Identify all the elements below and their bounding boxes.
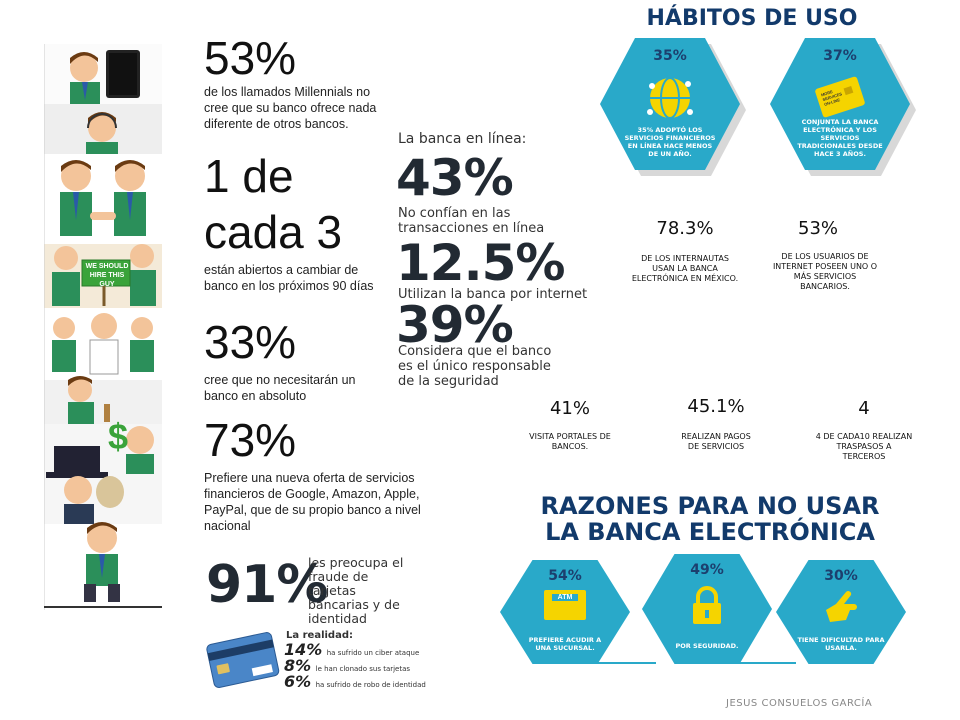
reason-hex-30-text: TIENE DIFICULTAD PARA USARLA. [797, 636, 885, 652]
reason-hex-30-value: 30% [824, 568, 858, 584]
habit-hex-35-text: 35% ADOPTÓ LOS SERVICIOS FINANCIEROS EN … [624, 126, 716, 158]
habit-hex-35-value: 35% [653, 48, 687, 64]
reality-value: 6% [284, 672, 312, 691]
author-footer: JESUS CONSUELOS GARCÍA [726, 698, 873, 709]
stat-33-text: cree que no necesitarán un banco en abso… [204, 373, 356, 403]
stat-33-value: 33% [204, 316, 297, 368]
padlock-icon [690, 586, 724, 631]
habit-41-text: VISITA PORTALES DE BANCOS. [529, 432, 611, 451]
online-banking-heading: La banca en línea: [398, 131, 527, 147]
reality-text: ha sufrido un ciber ataque [326, 649, 420, 657]
businessman-cartoons-illustration [43, 44, 162, 610]
stat-73-value: 73% [204, 414, 297, 466]
online-43-value: 43% [396, 149, 514, 207]
globe-network-icon [644, 72, 696, 129]
habits-title: HÁBITOS DE USO [646, 6, 858, 31]
habit-783-text: DE LOS INTERNAUTAS USAN LA BANCA ELECTRÓ… [631, 254, 739, 283]
reality-value: 14% [284, 640, 323, 659]
habit-53-value: 53% [798, 218, 839, 239]
reason-hex-54-text: PREFIERE ACUDIR A UNA SUCURSAL. [528, 636, 602, 652]
fraud-91-value: 91% [206, 555, 328, 615]
reason-hex-30: 30% TIENE DIFICULTAD PARA USARLA. [776, 560, 906, 664]
habit-41-value: 41% [549, 398, 590, 419]
stat-73-text: Prefiere una nueva oferta de servicios f… [204, 471, 421, 533]
habit-hex-37-text: CONJUNTA LA BANCA ELECTRÓNICA Y LOS SERV… [797, 118, 883, 158]
reasons-baseline [736, 662, 796, 664]
habit-53-text: DE LOS USUARIOS DE INTERNET POSEEN UNO O… [772, 252, 878, 291]
credit-card-illustration [206, 628, 280, 699]
atm-icon: ATM [544, 590, 586, 620]
reason-hex-49-value: 49% [690, 562, 724, 578]
online-43-text: No confían en las transacciones en línea [398, 206, 545, 236]
habit-4-text: 4 DE CADA10 REALIZAN TRASPASOS A TERCERO… [815, 432, 913, 461]
habit-hex-37-value: 37% [823, 48, 857, 64]
reality-item: 14% ha sufrido un ciber ataque [284, 640, 434, 659]
reality-item: 6% ha sufrido de robo de identidad [284, 672, 434, 691]
dollar-sign: $ [108, 416, 129, 457]
stat-53-text: de los llamados Millennials no cree que … [204, 85, 377, 131]
reasons-title-line2: LA BANCA ELECTRÓNICA [545, 518, 875, 546]
habit-783-value: 78.3% [656, 218, 714, 239]
reality-text: ha sufrido de robo de identidad [315, 681, 426, 689]
atm-label: ATM [552, 594, 578, 601]
stat-1de3-line1: 1 de [204, 150, 294, 202]
reality-text: le han clonado sus tarjetas [315, 665, 411, 673]
online-125-text: Utilizan la banca por internet [398, 287, 588, 302]
habit-hex-35: 35% 35% ADOPTÓ LOS SERVICIOS FINANCIEROS… [600, 38, 746, 176]
online-125-value: 12.5% [396, 234, 565, 292]
habit-451-value: 45.1% [687, 396, 745, 417]
habit-4-value: 4 [858, 398, 870, 419]
reason-hex-49: 49% POR SEGURIDAD. [642, 554, 772, 664]
cartoon-column: WE SHOULD HIRE THIS GUY $ [43, 44, 162, 610]
reason-hex-54: 54% ATM PREFIERE ACUDIR A UNA SUCURSAL. [500, 560, 630, 664]
reality-value: 8% [284, 656, 312, 675]
online-39-text: Considera que el banco es el único respo… [398, 344, 552, 389]
stat-1de3-text: están abiertos a cambiar de banco en los… [204, 263, 374, 293]
reasons-title-line1: RAZONES PARA NO USAR [540, 492, 880, 520]
hire-sign-text: WE SHOULD HIRE THIS GUY [85, 263, 129, 288]
reality-list: 14% ha sufrido un ciber ataque 8% le han… [284, 640, 434, 691]
reasons-baseline [596, 662, 656, 664]
credit-card-icon [812, 72, 868, 127]
fraud-91-text: les preocupa el fraude de tarjetas banca… [308, 555, 404, 626]
reason-hex-54-value: 54% [548, 568, 582, 584]
online-39-value: 39% [396, 296, 514, 354]
reality-item: 8% le han clonado sus tarjetas [284, 656, 434, 675]
reason-hex-49-text: POR SEGURIDAD. [675, 642, 739, 650]
habit-451-text: REALIZAN PAGOS DE SERVICIOS [681, 432, 751, 451]
stat-1de3-line2: cada 3 [204, 206, 343, 258]
stat-53-value: 53% [204, 32, 297, 84]
pointing-hand-icon [822, 588, 862, 631]
reality-label: La realidad: [286, 630, 353, 641]
habit-hex-37: 37% MORE SERVICES ON-LINE CONJUNTA LA BA… [770, 38, 916, 176]
